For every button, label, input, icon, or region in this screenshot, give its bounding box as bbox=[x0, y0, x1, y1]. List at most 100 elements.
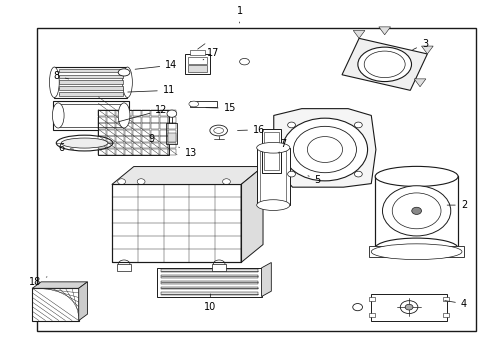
Polygon shape bbox=[273, 109, 375, 187]
Bar bbox=[133, 117, 141, 123]
Polygon shape bbox=[341, 39, 427, 90]
Text: 12: 12 bbox=[118, 105, 167, 122]
Bar bbox=[261, 129, 281, 174]
Text: 18: 18 bbox=[29, 277, 47, 287]
Bar bbox=[211, 264, 226, 271]
Bar bbox=[189, 101, 216, 107]
Bar bbox=[98, 130, 106, 135]
Text: 3: 3 bbox=[412, 39, 427, 50]
Bar bbox=[370, 294, 446, 320]
Bar bbox=[32, 288, 79, 320]
Bar bbox=[133, 143, 141, 148]
Text: 5: 5 bbox=[307, 175, 320, 185]
Bar bbox=[98, 111, 106, 116]
Bar bbox=[37, 28, 475, 330]
Ellipse shape bbox=[357, 47, 411, 82]
Bar bbox=[160, 287, 257, 289]
Bar bbox=[160, 281, 257, 284]
Bar bbox=[151, 136, 159, 142]
Ellipse shape bbox=[122, 67, 132, 98]
Bar bbox=[368, 297, 374, 301]
Bar bbox=[98, 143, 106, 148]
Bar bbox=[58, 104, 124, 127]
Bar bbox=[107, 136, 115, 142]
Text: 17: 17 bbox=[203, 48, 219, 60]
Bar bbox=[107, 130, 115, 135]
Bar bbox=[98, 136, 106, 142]
Bar bbox=[142, 117, 150, 123]
Bar bbox=[168, 130, 176, 135]
Bar bbox=[53, 101, 129, 130]
Polygon shape bbox=[421, 46, 432, 54]
Bar bbox=[133, 111, 141, 116]
Bar bbox=[116, 117, 123, 123]
Bar bbox=[98, 123, 106, 129]
Bar bbox=[151, 149, 159, 155]
Bar bbox=[189, 50, 205, 55]
Ellipse shape bbox=[293, 126, 356, 173]
Bar bbox=[124, 149, 132, 155]
Bar bbox=[443, 297, 448, 301]
Ellipse shape bbox=[118, 69, 130, 76]
Ellipse shape bbox=[374, 238, 457, 258]
Bar bbox=[260, 150, 286, 202]
Bar bbox=[264, 132, 278, 170]
Ellipse shape bbox=[166, 110, 176, 117]
Ellipse shape bbox=[256, 142, 289, 153]
Text: 15: 15 bbox=[205, 103, 236, 113]
Ellipse shape bbox=[282, 118, 367, 181]
Bar bbox=[107, 111, 115, 116]
Bar bbox=[167, 133, 175, 142]
Ellipse shape bbox=[405, 304, 412, 310]
Ellipse shape bbox=[370, 244, 461, 260]
Polygon shape bbox=[112, 167, 263, 184]
Text: 2: 2 bbox=[447, 200, 466, 210]
Bar bbox=[142, 111, 150, 116]
Bar bbox=[124, 123, 132, 129]
Text: 13: 13 bbox=[178, 147, 197, 158]
Bar bbox=[159, 149, 167, 155]
Bar bbox=[107, 117, 115, 123]
Ellipse shape bbox=[209, 125, 227, 136]
Ellipse shape bbox=[287, 171, 295, 177]
Ellipse shape bbox=[354, 122, 362, 128]
Polygon shape bbox=[79, 282, 87, 320]
Bar bbox=[159, 130, 167, 135]
Text: 16: 16 bbox=[237, 125, 264, 135]
Bar bbox=[184, 54, 210, 74]
Ellipse shape bbox=[382, 186, 450, 236]
Bar bbox=[59, 75, 122, 78]
Bar bbox=[116, 143, 123, 148]
Bar bbox=[98, 117, 106, 123]
Bar bbox=[160, 269, 257, 272]
Bar bbox=[112, 184, 241, 262]
Bar bbox=[151, 117, 159, 123]
Bar bbox=[142, 136, 150, 142]
Text: 7: 7 bbox=[278, 139, 286, 153]
Bar bbox=[124, 117, 132, 123]
Bar bbox=[168, 149, 176, 155]
Ellipse shape bbox=[411, 207, 421, 215]
Bar bbox=[142, 123, 150, 129]
Ellipse shape bbox=[364, 51, 405, 78]
Bar bbox=[98, 149, 106, 155]
Bar bbox=[116, 130, 123, 135]
Bar bbox=[166, 123, 177, 144]
Bar bbox=[107, 123, 115, 129]
Text: 8: 8 bbox=[54, 71, 68, 81]
Bar bbox=[443, 314, 448, 317]
Bar bbox=[159, 111, 167, 116]
Bar bbox=[59, 69, 122, 72]
Bar bbox=[133, 136, 141, 142]
Bar bbox=[368, 246, 463, 257]
Bar bbox=[142, 143, 150, 148]
Ellipse shape bbox=[256, 200, 289, 211]
Bar bbox=[256, 148, 289, 205]
Bar bbox=[116, 136, 123, 142]
Text: 1: 1 bbox=[236, 6, 242, 23]
Bar bbox=[133, 130, 141, 135]
Polygon shape bbox=[32, 282, 87, 288]
Ellipse shape bbox=[287, 122, 295, 128]
Bar bbox=[374, 176, 457, 248]
Polygon shape bbox=[413, 79, 425, 87]
